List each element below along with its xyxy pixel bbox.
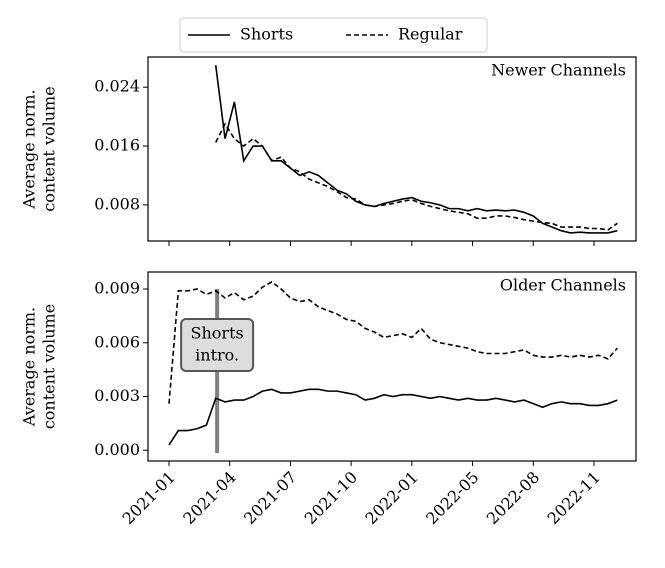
- annotation-text: Shorts: [191, 324, 244, 343]
- series-line: [168, 388, 618, 446]
- x-tick-label: 2021-01: [119, 468, 179, 528]
- y-tick-label: 0.000: [94, 440, 140, 459]
- panel-title: Newer Channels: [491, 61, 626, 80]
- y-tick-label: 0.016: [94, 136, 140, 155]
- series-line: [214, 64, 618, 234]
- legend-label: Regular: [398, 25, 463, 44]
- x-tick-label: 2022-11: [544, 468, 604, 528]
- series-line: [168, 280, 618, 404]
- annotation-box: [180, 318, 255, 372]
- plot-frame: [147, 56, 637, 242]
- y-tick-label: 0.006: [94, 332, 140, 351]
- x-tick-label: 2022-01: [361, 468, 421, 528]
- y-tick-label: 0.009: [94, 279, 140, 298]
- y-axis-label: Average norm.: [20, 307, 39, 427]
- y-axis-label: content volume: [40, 304, 59, 429]
- y-axis-label: content volume: [40, 86, 59, 211]
- y-tick-label: 0.024: [94, 77, 140, 96]
- x-tick-label: 2022-05: [422, 468, 482, 528]
- legend-label: Shorts: [240, 25, 293, 44]
- x-tick-label: 2022-08: [483, 468, 543, 528]
- y-tick-label: 0.003: [94, 386, 140, 405]
- y-axis-label: Average norm.: [20, 89, 39, 209]
- plot-frame: [147, 271, 637, 462]
- legend-box: [179, 17, 488, 53]
- y-tick-label: 0.008: [94, 194, 140, 213]
- x-tick-label: 2021-07: [240, 468, 300, 528]
- series-line: [214, 122, 618, 231]
- x-tick-label: 2021-10: [301, 468, 361, 528]
- x-tick-label: 2021-04: [179, 468, 239, 528]
- annotation-text: intro.: [195, 346, 239, 365]
- panel-title: Older Channels: [500, 276, 626, 295]
